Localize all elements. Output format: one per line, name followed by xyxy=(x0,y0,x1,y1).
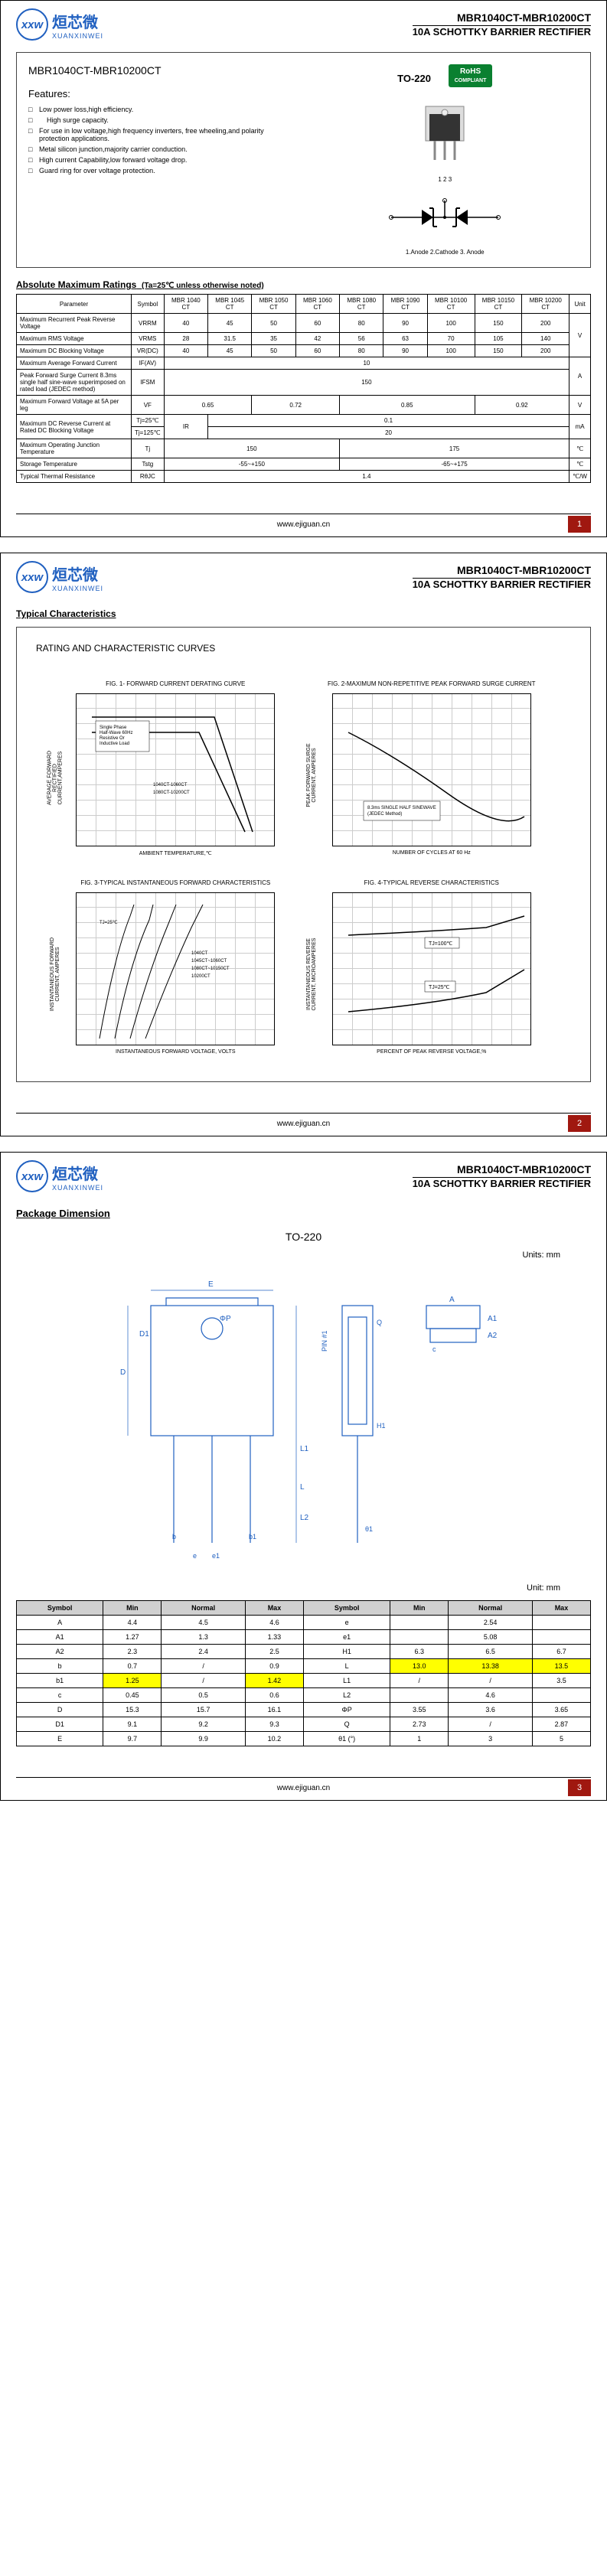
svg-text:8.3ms SINGLE HALF SINEWAVE: 8.3ms SINGLE HALF SINEWAVE xyxy=(367,806,436,810)
part-range: MBR1040CT-MBR10200CT xyxy=(413,11,591,26)
svg-text:ΦP: ΦP xyxy=(220,1315,231,1323)
svg-text:1080CT-10200CT: 1080CT-10200CT xyxy=(153,791,190,795)
page-number: 2 xyxy=(568,1115,591,1132)
dimension-title: Package Dimension xyxy=(16,1208,591,1219)
features-title: Features: xyxy=(28,88,296,99)
ratings-title: Absolute Maximum Ratings (Ta=25℃ unless … xyxy=(16,279,591,290)
svg-text:1040CT: 1040CT xyxy=(191,951,208,956)
svg-text:L2: L2 xyxy=(300,1514,309,1522)
svg-text:1045CT~1060CT: 1045CT~1060CT xyxy=(191,959,227,964)
logo: xxw 烜芯微 XUANXINWEI xyxy=(16,1160,103,1192)
svg-text:Half-Wave 60Hz: Half-Wave 60Hz xyxy=(100,731,132,735)
characteristics-box: RATING AND CHARACTERISTIC CURVES FIG. 1-… xyxy=(16,627,591,1082)
package-drawing: 1 2 3 xyxy=(312,99,579,183)
subtitle: 10A SCHOTTKY BARRIER RECTIFIER xyxy=(413,1178,591,1189)
schematic-symbol: 1.Anode 2.Cathode 3. Anode xyxy=(312,194,579,256)
package-label: TO-220 xyxy=(397,73,431,84)
feature-list: Low power loss,high efficiency. High sur… xyxy=(28,106,296,174)
dimension-units-2: Unit: mm xyxy=(1,1583,560,1593)
dimension-table: SymbolMinNormalMaxSymbolMinNormalMax A4.… xyxy=(16,1600,591,1746)
fig-2: FIG. 2-MAXIMUM NON-REPETITIVE PEAK FORWA… xyxy=(315,680,549,856)
svg-text:A2: A2 xyxy=(488,1332,498,1340)
header: xxw 烜芯微 XUANXINWEI MBR1040CT-MBR10200CT … xyxy=(1,1153,606,1196)
logo-en: XUANXINWEI xyxy=(52,32,103,40)
page-number: 3 xyxy=(568,1779,591,1796)
feature-item: Guard ring for over voltage protection. xyxy=(28,167,296,174)
header: xxw 烜芯微 XUANXINWEI MBR1040CT-MBR10200CT … xyxy=(1,1,606,44)
dimension-package: TO-220 xyxy=(1,1231,606,1243)
characteristics-title: Typical Characteristics xyxy=(16,608,591,619)
svg-text:L1: L1 xyxy=(300,1445,309,1453)
dimension-drawing: E D D1 ΦP L L1 L2 e e1 b b1 PIN #1 A A1 … xyxy=(1,1275,606,1568)
ratings-table: ParameterSymbolMBR 1040 CTMBR 1045 CTMBR… xyxy=(16,294,591,483)
logo: xxw 烜芯微 XUANXINWEI xyxy=(16,561,103,593)
logo-icon: xxw xyxy=(16,8,48,41)
svg-text:10200CT: 10200CT xyxy=(191,974,210,979)
footer: www.ejiguan.cn 1 xyxy=(1,506,606,536)
svg-text:H1: H1 xyxy=(377,1422,386,1430)
svg-text:e: e xyxy=(193,1552,197,1560)
feature-item: High current Capability,low forward volt… xyxy=(28,156,296,164)
footer: www.ejiguan.cn 2 xyxy=(1,1105,606,1136)
part-range: MBR1040CT-MBR10200CT xyxy=(413,1163,591,1178)
page-2: xxw 烜芯微 XUANXINWEI MBR1040CT-MBR10200CT … xyxy=(0,553,607,1136)
subtitle: 10A SCHOTTKY BARRIER RECTIFIER xyxy=(413,26,591,37)
feature-item: For use in low voltage,high frequency in… xyxy=(28,127,296,142)
logo-icon: xxw xyxy=(16,561,48,593)
svg-text:D: D xyxy=(120,1368,126,1377)
svg-text:e1: e1 xyxy=(212,1552,220,1560)
logo-en: XUANXINWEI xyxy=(52,585,103,592)
part-range: MBR1040CT-MBR10200CT xyxy=(413,564,591,579)
svg-text:c: c xyxy=(432,1345,436,1353)
feature-item: High surge capacity. xyxy=(28,116,296,124)
dimension-units: Units: mm xyxy=(1,1251,560,1260)
svg-text:A1: A1 xyxy=(488,1315,498,1323)
logo-cn: 烜芯微 xyxy=(52,10,103,32)
page-1: xxw 烜芯微 XUANXINWEI MBR1040CT-MBR10200CT … xyxy=(0,0,607,537)
fig-4: FIG. 4-TYPICAL REVERSE CHARACTERISTICS I… xyxy=(315,879,549,1055)
svg-text:Q: Q xyxy=(377,1319,382,1326)
subtitle: 10A SCHOTTKY BARRIER RECTIFIER xyxy=(413,579,591,590)
svg-text:TJ=25℃: TJ=25℃ xyxy=(100,921,118,925)
svg-text:(JEDEC Method): (JEDEC Method) xyxy=(367,812,402,817)
svg-text:TJ=100℃: TJ=100℃ xyxy=(429,941,453,947)
svg-text:D1: D1 xyxy=(139,1330,149,1339)
overview-box: MBR1040CT-MBR10200CT Features: Low power… xyxy=(16,52,591,268)
svg-text:PIN #1: PIN #1 xyxy=(321,1330,328,1352)
svg-text:1040CT-1060CT: 1040CT-1060CT xyxy=(153,783,188,787)
feature-item: Metal silicon junction,majority carrier … xyxy=(28,145,296,153)
page-3: xxw 烜芯微 XUANXINWEI MBR1040CT-MBR10200CT … xyxy=(0,1152,607,1801)
svg-text:Resistive Or: Resistive Or xyxy=(100,736,125,741)
logo-cn: 烜芯微 xyxy=(52,1162,103,1184)
logo: xxw 烜芯微 XUANXINWEI xyxy=(16,8,103,41)
box-title: RATING AND CHARACTERISTIC CURVES xyxy=(36,643,571,654)
logo-icon: xxw xyxy=(16,1160,48,1192)
logo-cn: 烜芯微 xyxy=(52,562,103,585)
fig-1: FIG. 1- FORWARD CURRENT DERATING CURVE A… xyxy=(59,680,292,856)
svg-text:θ1: θ1 xyxy=(365,1525,373,1533)
svg-text:1080CT~10150CT: 1080CT~10150CT xyxy=(191,967,230,971)
pin-labels-bottom: 1.Anode 2.Cathode 3. Anode xyxy=(312,249,579,256)
svg-text:L: L xyxy=(300,1483,305,1492)
pin-labels-top: 1 2 3 xyxy=(312,176,579,183)
page-number: 1 xyxy=(568,516,591,533)
svg-text:E: E xyxy=(208,1280,214,1289)
footer: www.ejiguan.cn 3 xyxy=(1,1769,606,1800)
feature-item: Low power loss,high efficiency. xyxy=(28,106,296,113)
svg-text:A: A xyxy=(449,1296,455,1304)
svg-text:b: b xyxy=(172,1533,176,1541)
rohs-badge: RoHSCOMPLIANT xyxy=(449,64,493,87)
svg-text:Inductive Load: Inductive Load xyxy=(100,742,129,746)
logo-en: XUANXINWEI xyxy=(52,1184,103,1192)
svg-text:b1: b1 xyxy=(249,1533,256,1541)
svg-text:TJ=25℃: TJ=25℃ xyxy=(429,985,450,990)
svg-text:Single Phase: Single Phase xyxy=(100,726,127,730)
fig-3: FIG. 3-TYPICAL INSTANTANEOUS FORWARD CHA… xyxy=(59,879,292,1055)
part-title: MBR1040CT-MBR10200CT xyxy=(28,64,296,77)
header: xxw 烜芯微 XUANXINWEI MBR1040CT-MBR10200CT … xyxy=(1,553,606,597)
